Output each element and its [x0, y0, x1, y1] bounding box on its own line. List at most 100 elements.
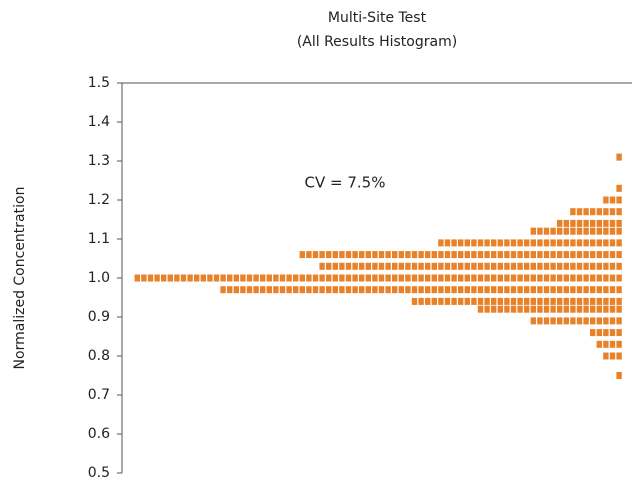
dot	[299, 274, 305, 282]
dot	[345, 286, 352, 294]
dot	[530, 297, 536, 305]
dot	[550, 227, 556, 235]
dot	[484, 239, 490, 247]
dot	[524, 251, 530, 259]
dot	[510, 274, 517, 282]
dot	[431, 286, 437, 294]
dot	[438, 251, 444, 259]
dot	[319, 286, 325, 294]
dot	[603, 286, 609, 294]
dot	[359, 274, 365, 282]
dot	[504, 274, 510, 282]
dot	[227, 274, 233, 282]
dot	[590, 305, 596, 313]
dot	[484, 262, 490, 270]
dot	[609, 286, 616, 294]
dot	[550, 274, 556, 282]
dot	[576, 239, 583, 247]
dot	[418, 262, 424, 270]
dot	[576, 274, 583, 282]
dot	[576, 208, 583, 216]
dot	[497, 262, 503, 270]
dot	[504, 305, 510, 313]
dot	[352, 286, 358, 294]
dot	[477, 239, 484, 247]
dot	[616, 305, 622, 313]
dot	[411, 251, 418, 259]
dot	[557, 219, 563, 227]
dot	[418, 251, 424, 259]
dot	[161, 274, 167, 282]
dot	[458, 286, 464, 294]
dot	[603, 208, 609, 216]
dot	[458, 251, 464, 259]
dot	[537, 286, 543, 294]
dot	[220, 274, 226, 282]
dot	[570, 239, 576, 247]
dot	[491, 262, 497, 270]
dot	[616, 352, 622, 360]
dot	[603, 219, 609, 227]
dot	[458, 262, 464, 270]
dot	[563, 262, 569, 270]
dot	[524, 286, 530, 294]
dot	[576, 286, 583, 294]
dot	[279, 286, 286, 294]
dot	[398, 251, 404, 259]
dot	[398, 274, 404, 282]
dot	[497, 251, 503, 259]
dot	[372, 286, 378, 294]
dot	[425, 297, 431, 305]
dot	[609, 317, 616, 325]
dot	[543, 317, 550, 325]
dot	[583, 219, 589, 227]
dot	[385, 286, 391, 294]
dot	[590, 208, 596, 216]
dot	[609, 340, 616, 348]
dot	[616, 239, 622, 247]
dot	[477, 262, 484, 270]
dot	[596, 329, 602, 337]
dot	[603, 196, 609, 204]
dot	[504, 262, 510, 270]
dot	[537, 227, 543, 235]
dot	[530, 274, 536, 282]
dot	[609, 274, 616, 282]
dot	[510, 262, 517, 270]
dot	[583, 305, 589, 313]
dot	[576, 219, 583, 227]
dot	[517, 274, 523, 282]
y-tick-label: 0.9	[88, 309, 110, 325]
dot	[332, 286, 338, 294]
dot	[557, 297, 563, 305]
dot	[576, 251, 583, 259]
dot	[147, 274, 154, 282]
dot	[339, 262, 345, 270]
dot	[411, 262, 418, 270]
dot	[260, 274, 266, 282]
dot	[550, 251, 556, 259]
dot	[504, 251, 510, 259]
dot	[596, 227, 602, 235]
dot	[385, 262, 391, 270]
dot	[609, 196, 616, 204]
dot	[609, 297, 616, 305]
dot	[530, 227, 536, 235]
dot	[246, 274, 253, 282]
y-tick-label: 1.2	[88, 192, 110, 208]
dot	[227, 286, 233, 294]
dot	[345, 262, 352, 270]
dot	[458, 274, 464, 282]
dot	[570, 227, 576, 235]
dot	[550, 305, 556, 313]
dot	[570, 297, 576, 305]
dot	[557, 274, 563, 282]
dot	[603, 329, 609, 337]
dot	[392, 251, 398, 259]
dot	[167, 274, 173, 282]
dot	[590, 274, 596, 282]
dot	[537, 251, 543, 259]
dot	[543, 274, 550, 282]
dot	[359, 262, 365, 270]
dot	[590, 227, 596, 235]
